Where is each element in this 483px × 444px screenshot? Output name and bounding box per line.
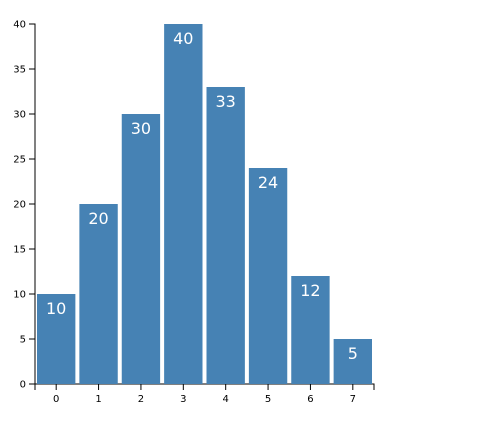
bar [248,168,288,384]
bar-value-label: 10 [46,299,66,318]
y-tick-label: 25 [13,155,26,166]
bar-value-label: 12 [300,281,320,300]
y-tick-label: 5 [20,335,26,346]
x-tick-label: 1 [95,394,101,405]
y-tick-label: 15 [13,245,26,256]
x-tick-label: 5 [265,394,271,405]
bar-value-label: 33 [216,92,236,111]
x-tick-label: 4 [223,394,229,405]
bar-value-label: 20 [88,209,108,228]
x-tick-label: 7 [350,394,356,405]
y-tick-label: 30 [13,110,26,121]
bar-labels-group: 10 20 30 40 33 24 12 5 [46,29,358,363]
x-tick-label: 3 [180,394,186,405]
x-tick-label: 6 [307,394,313,405]
x-axis: 0 1 2 3 4 5 6 7 [34,383,375,405]
x-tick-label: 0 [53,394,59,405]
bar [164,24,203,384]
bar-value-label: 24 [258,173,278,192]
bar-value-label: 30 [131,119,151,138]
bar-value-label: 5 [348,344,358,363]
bar [79,204,118,384]
x-tick-label: 2 [138,394,144,405]
bar [121,114,161,384]
x-axis-line [34,383,375,390]
bar [291,276,330,384]
bars-group [37,24,372,384]
y-axis: 0 5 10 15 20 25 30 35 40 [13,20,36,391]
y-tick-label: 0 [20,380,26,391]
bar [206,87,245,384]
y-tick-label: 40 [13,20,26,31]
y-tick-label: 20 [13,200,26,211]
bar [37,294,76,384]
bar-value-label: 40 [173,29,193,48]
y-tick-label: 35 [13,65,26,76]
bar [333,339,372,384]
y-tick-label: 10 [13,290,26,301]
